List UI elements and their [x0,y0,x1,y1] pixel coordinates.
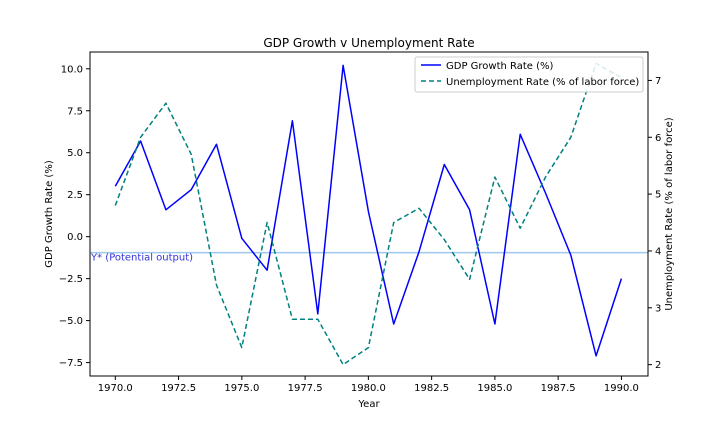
x-tick-label: 1975.0 [224,383,259,394]
y-axis-left-label: GDP Growth Rate (%) [44,160,55,268]
y-left-tick-label: −7.5 [59,358,83,369]
legend-label-gdp: GDP Growth Rate (%) [446,61,554,72]
legend-label-unemployment: Unemployment Rate (% of labor force) [446,77,639,88]
x-tick-label: 1970.0 [98,383,133,394]
y-left-tick-label: 0.0 [67,232,83,243]
y-left-tick-label: 5.0 [67,148,83,159]
x-axis-label: Year [357,399,380,410]
series-layer [114,62,623,366]
plot-frame [89,51,649,377]
chart-title: GDP Growth v Unemployment Rate [263,36,474,50]
x-tick-label: 1987.5 [541,383,576,394]
y-left-tick-label: −5.0 [59,316,83,327]
y-left-tick-label: 2.5 [67,190,83,201]
reference-line-label: Y* (Potential output) [90,253,193,264]
y-axis-right: 2 3 4 5 6 7 [648,76,661,371]
y-right-tick-label: 4 [655,246,661,257]
y-right-tick-label: 2 [655,360,661,371]
y-right-tick-label: 6 [655,133,661,144]
y-axis-left: −7.5 −5.0 −2.5 0.0 2.5 5.0 7.5 10.0 [59,64,90,369]
y-left-tick-label: −2.5 [59,274,83,285]
legend-box [414,56,644,93]
y-left-tick-label: 7.5 [67,106,83,117]
x-tick-label: 1980.0 [351,383,386,394]
y-right-tick-label: 5 [655,190,661,201]
x-tick-label: 1977.5 [288,383,323,394]
x-tick-label: 1972.5 [161,383,196,394]
x-tick-label: 1982.5 [414,383,449,394]
x-tick-label: 1990.0 [604,383,639,394]
y-left-tick-label: 10.0 [61,64,83,75]
y-right-tick-label: 3 [655,303,661,314]
y-right-tick-label: 7 [655,76,661,87]
reference-line-layer: Y* (Potential output) [90,251,648,264]
series-line-gdp-growth [114,64,623,357]
y-axis-right-label: Unemployment Rate (% of labor force) [664,117,675,310]
series-line-unemployment-rate [114,62,622,366]
legend: GDP Growth Rate (%) Unemployment Rate (%… [414,56,644,93]
x-axis: 1970.0 1972.5 1975.0 1977.5 1980.0 1982.5 1985… [98,376,639,394]
x-tick-label: 1985.0 [477,383,512,394]
